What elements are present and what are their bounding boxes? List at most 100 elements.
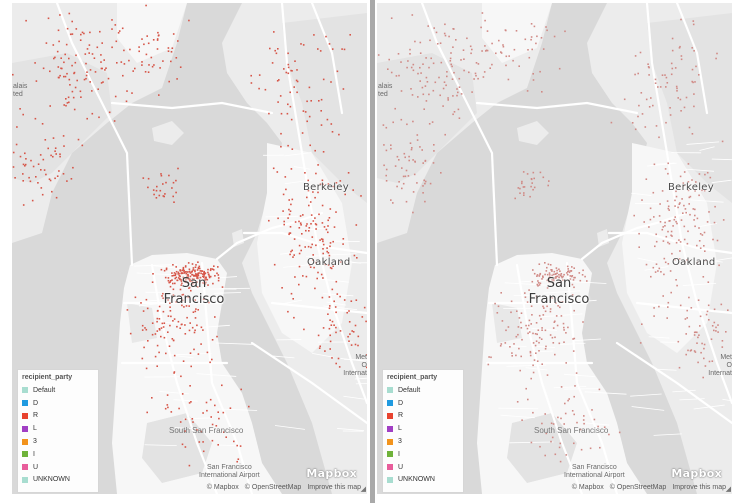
donation-point [312,191,314,193]
legend-item[interactable]: I [383,448,463,461]
donation-point [450,63,452,66]
road [645,3,732,405]
panel-divider[interactable] [370,0,375,503]
donation-point [560,273,563,275]
donation-point [713,308,716,311]
donation-point [667,205,670,208]
donation-point [332,240,334,243]
legend-item[interactable]: U [18,461,98,474]
donation-point [648,226,650,228]
donation-point [570,270,573,272]
donation-point [58,170,60,172]
donation-point [673,218,676,221]
mapbox-attribution-link[interactable]: © Mapbox [206,484,239,491]
donation-point [187,275,189,277]
donation-point [696,261,699,264]
donation-point [288,208,290,211]
donation-point [320,273,323,276]
legend-item[interactable]: R [383,410,463,423]
donation-point [62,173,65,175]
donation-point [191,278,194,280]
donation-point [310,100,312,102]
donation-point [641,323,643,325]
donation-point [486,49,489,52]
donation-point [205,401,208,404]
legend-item[interactable]: UNKNOWN [18,474,98,487]
legend-item[interactable]: Default [383,384,463,397]
donation-point [283,68,285,70]
donation-point [722,219,725,221]
donation-point [79,39,82,41]
donation-point [329,305,331,307]
donation-point [390,147,392,150]
donation-point [339,295,341,298]
street [169,354,194,359]
donation-point [314,217,316,219]
donation-point [567,268,569,270]
legend-item[interactable]: D [18,397,98,410]
legend-item[interactable]: 3 [18,435,98,448]
donation-point [553,35,556,38]
donation-point [550,422,553,425]
donation-point [79,90,82,93]
donation-point [34,62,36,64]
street [138,302,164,307]
map-panel-left[interactable]: alais ted Berkeley Oakland San Francisco S… [12,3,367,494]
donation-point [321,179,324,182]
donation-point [151,397,153,399]
resize-handle-icon[interactable]: ◢ [360,486,366,493]
openstreetmap-attribution-link[interactable]: © OpenStreetMap [244,484,302,491]
donation-point [67,96,70,99]
mapbox-logo[interactable]: Mapbox [306,467,357,480]
mapbox-attribution-link[interactable]: © Mapbox [571,484,604,491]
map-panel-right[interactable]: alais ted Berkeley Oakland San Francisco S… [377,3,732,494]
legend-item[interactable]: I [18,448,98,461]
donation-point [162,292,164,295]
donation-point [519,187,521,190]
donation-point [281,287,283,289]
donation-point [548,272,551,274]
donation-point [54,150,56,152]
legend-item[interactable]: L [18,422,98,435]
legend-label: L [33,425,37,433]
donation-point [649,218,652,221]
improve-map-link[interactable]: Improve this map [307,484,361,491]
street [685,262,702,267]
legend-item[interactable]: U [383,461,463,474]
donation-point [562,275,564,278]
street [563,373,595,378]
donation-point [521,419,523,421]
donation-point [633,214,635,217]
donation-point [179,275,181,278]
legend-item[interactable]: R [18,410,98,423]
legend-item[interactable]: L [383,422,463,435]
donation-point [582,419,585,421]
mapbox-logo[interactable]: Mapbox [671,467,722,480]
donation-point [280,112,283,115]
donation-point [395,75,398,77]
donation-point [217,266,219,268]
donation-point [49,105,51,107]
legend-item[interactable]: 3 [383,435,463,448]
donation-point [188,329,191,332]
resize-handle-icon[interactable]: ◢ [725,486,731,493]
donation-point [300,224,302,226]
legend-item[interactable]: UNKNOWN [383,474,463,487]
donation-point [198,265,201,268]
openstreetmap-attribution-link[interactable]: © OpenStreetMap [609,484,667,491]
donation-points [12,4,367,467]
donation-point [147,186,149,189]
donation-point [477,77,479,80]
donation-point [163,322,166,324]
donation-point [74,61,77,64]
improve-map-link[interactable]: Improve this map [672,484,726,491]
legend-item[interactable]: Default [18,384,98,397]
donation-point [22,173,24,175]
donation-point [564,402,566,405]
donation-point [428,66,430,69]
donation-point [198,272,200,274]
donation-point [412,191,415,193]
donation-point [160,268,163,271]
donation-point [549,310,552,313]
legend-item[interactable]: D [383,397,463,410]
